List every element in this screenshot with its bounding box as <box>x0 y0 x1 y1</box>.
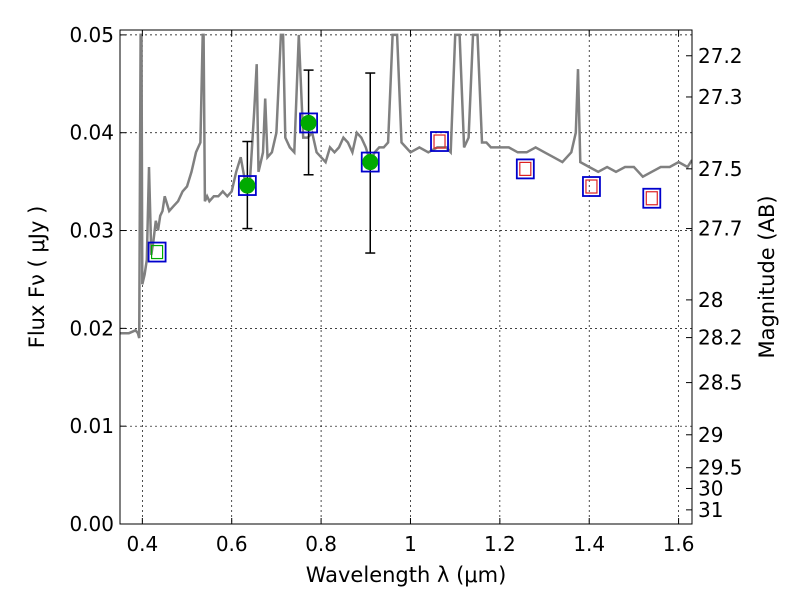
x-tick-label: 1.6 <box>663 532 695 556</box>
photometry-markers <box>147 69 662 263</box>
grid-lines <box>120 30 692 525</box>
x-tick-label: 0.8 <box>305 532 337 556</box>
model-box-marker <box>515 158 535 180</box>
model-inner-marker <box>645 191 658 206</box>
model-box-marker <box>147 241 167 263</box>
model-inner-marker <box>585 179 598 194</box>
model-box-marker <box>642 187 662 209</box>
y2-tick-label: 27.3 <box>698 85 743 109</box>
y-tick-label: 0.05 <box>69 23 114 47</box>
x-axis-label: Wavelength λ (μm) <box>306 563 507 587</box>
y-tick-label: 0.03 <box>69 219 114 243</box>
y2-tick-label: 29 <box>698 423 723 447</box>
model-box-marker <box>237 175 257 196</box>
axis-ticks: 0.4 0.6 0.8 1 1.2 1.4 1.6 0.00 0.01 0.02 0.03 0.04 0… <box>69 23 742 556</box>
y-tick-label: 0.00 <box>69 512 114 536</box>
model-box-marker <box>430 131 449 152</box>
y2-tick-label: 28 <box>698 288 723 312</box>
model-inner-marker <box>433 134 446 149</box>
y-tick-label: 0.04 <box>69 121 114 145</box>
x-tick-label: 1.2 <box>484 532 516 556</box>
y2-tick-label: 29.5 <box>698 456 743 480</box>
model-inner-marker <box>519 161 532 177</box>
y2-tick-label: 27.7 <box>698 217 743 241</box>
y-tick-label: 0.02 <box>69 316 114 340</box>
y2-tick-label: 27.5 <box>698 157 743 181</box>
y-tick-label: 0.01 <box>69 414 114 438</box>
x-tick-label: 1.4 <box>573 532 605 556</box>
model-box-marker <box>582 176 601 197</box>
y2-tick-label: 27.2 <box>698 44 743 68</box>
y2-axis-label: Magnitude (AB) <box>755 195 779 358</box>
model-inner-marker <box>150 244 164 260</box>
observed-flux-point <box>239 177 256 194</box>
x-tick-label: 1 <box>404 532 417 556</box>
spectrum-line <box>120 33 692 339</box>
observed-flux-point <box>300 114 317 131</box>
x-tick-label: 0.4 <box>126 532 158 556</box>
y-axis-label: Flux Fν ( μJy ) <box>25 206 49 349</box>
y2-tick-label: 28.2 <box>698 326 743 350</box>
model-box-marker <box>299 112 318 134</box>
model-box-marker <box>360 151 380 173</box>
observed-flux-point <box>362 154 379 171</box>
model-spectrum <box>120 33 692 339</box>
y2-tick-label: 28.5 <box>698 371 743 395</box>
plot-frame <box>119 29 693 525</box>
y2-tick-label: 31 <box>698 498 723 522</box>
x-tick-label: 0.6 <box>216 532 248 556</box>
y2-tick-label: 30 <box>698 476 723 500</box>
